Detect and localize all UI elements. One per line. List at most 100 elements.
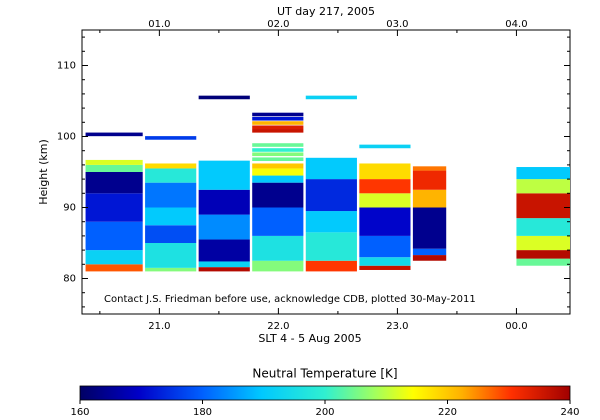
x-tick-label: 21.0 [148, 321, 170, 332]
heat-cell [85, 250, 143, 265]
heat-cell [198, 214, 250, 240]
top-tick-label: 04.0 [505, 19, 527, 30]
heat-line [252, 152, 304, 157]
top-tick-label: 02.0 [267, 19, 289, 30]
heat-cell [359, 235, 411, 258]
y-tick-label: 90 [63, 203, 76, 214]
x-tick-label: 00.0 [505, 321, 527, 332]
heat-cell [198, 267, 250, 272]
heat-cell [198, 189, 250, 215]
top-tick-label: 03.0 [386, 19, 408, 30]
data-column-2 [145, 136, 197, 272]
heat-cell [412, 170, 447, 190]
heat-cell [412, 189, 447, 208]
heat-cell [359, 265, 411, 270]
heat-cell [85, 172, 143, 194]
data-layer [85, 95, 570, 272]
y-tick-label: 110 [57, 61, 76, 72]
colorbar-tick-label: 220 [438, 407, 457, 418]
tick-layer: 80 90 100 110 21.0 22.0 23.0 00.0 01.0 02.0 03.0 04… [57, 19, 570, 332]
heat-cell [252, 168, 304, 176]
heat-cell [305, 260, 357, 272]
y-tick-label: 80 [63, 274, 76, 285]
annotation: Contact J.S. Friedman before use, acknow… [104, 294, 476, 305]
data-column-7 [412, 166, 447, 261]
heat-cell [198, 239, 250, 262]
heat-cell [359, 163, 411, 180]
heat-cell [85, 264, 143, 272]
heat-cell [516, 218, 570, 236]
heat-cell [412, 207, 447, 249]
data-column-5 [305, 95, 357, 272]
colorbar-tick-label: 160 [70, 407, 89, 418]
colorbar-tick-label: 200 [315, 407, 334, 418]
heat-cell [252, 175, 304, 183]
heat-cell [85, 159, 143, 165]
data-column-1 [85, 132, 143, 272]
heat-cell [359, 207, 411, 236]
heat-cell [145, 243, 197, 268]
heat-line [198, 95, 250, 100]
colorbar-tick-label: 240 [560, 407, 579, 418]
heat-cell [145, 163, 197, 169]
heat-cell [516, 250, 570, 259]
heat-line [252, 125, 304, 130]
heat-cell [145, 207, 197, 226]
colorbar [79, 385, 571, 401]
heat-cell [359, 179, 411, 194]
heat-cell [359, 257, 411, 266]
x-axis-label: SLT 4 - 5 Aug 2005 [258, 332, 361, 345]
heat-cell [252, 207, 304, 236]
heat-cell [252, 235, 304, 261]
heat-cell [516, 193, 570, 219]
heat-cell [305, 157, 357, 180]
heat-line [252, 143, 304, 147]
colorbar-tick-label: 180 [193, 407, 212, 418]
heat-cell [412, 255, 447, 261]
heat-line [252, 116, 304, 121]
heat-line [305, 95, 357, 100]
data-column-4 [252, 112, 304, 272]
heat-cell [252, 163, 304, 169]
colorbar-ticks: 160 180 200 220 240 [70, 400, 580, 418]
top-tick-label: 01.0 [148, 19, 170, 30]
heat-line [252, 157, 304, 162]
heat-cell [198, 261, 250, 268]
heat-cell [145, 168, 197, 183]
heat-cell [145, 182, 197, 208]
heat-line [252, 129, 304, 133]
heat-cell [305, 232, 357, 261]
heat-line [252, 112, 304, 117]
heat-cell [252, 260, 304, 272]
data-column-6 [359, 144, 411, 270]
heat-cell [85, 193, 143, 222]
data-column-3 [198, 95, 250, 272]
heat-line [252, 148, 304, 152]
x-tick-label: 22.0 [267, 321, 289, 332]
y-axis-label: Height (km) [37, 139, 50, 205]
heat-line [145, 136, 197, 140]
data-column-8 [516, 167, 570, 266]
heat-cell [412, 248, 447, 256]
heat-cell [516, 167, 570, 180]
heat-cell [252, 182, 304, 208]
heat-line [252, 121, 304, 125]
chart-title: UT day 217, 2005 [277, 5, 375, 18]
heat-cell [516, 258, 570, 266]
heat-line [85, 132, 143, 137]
heat-cell [412, 166, 447, 171]
heat-line [359, 144, 411, 149]
heat-cell [85, 221, 143, 251]
heat-cell [516, 179, 570, 194]
colorbar-label: Neutral Temperature [K] [252, 367, 397, 381]
heat-cell [359, 193, 411, 208]
heat-cell [145, 225, 197, 243]
heat-cell [305, 211, 357, 233]
heat-cell [305, 179, 357, 212]
y-tick-label: 100 [57, 132, 76, 143]
heat-cell [145, 267, 197, 272]
heat-cell [516, 235, 570, 251]
x-tick-label: 23.0 [386, 321, 408, 332]
